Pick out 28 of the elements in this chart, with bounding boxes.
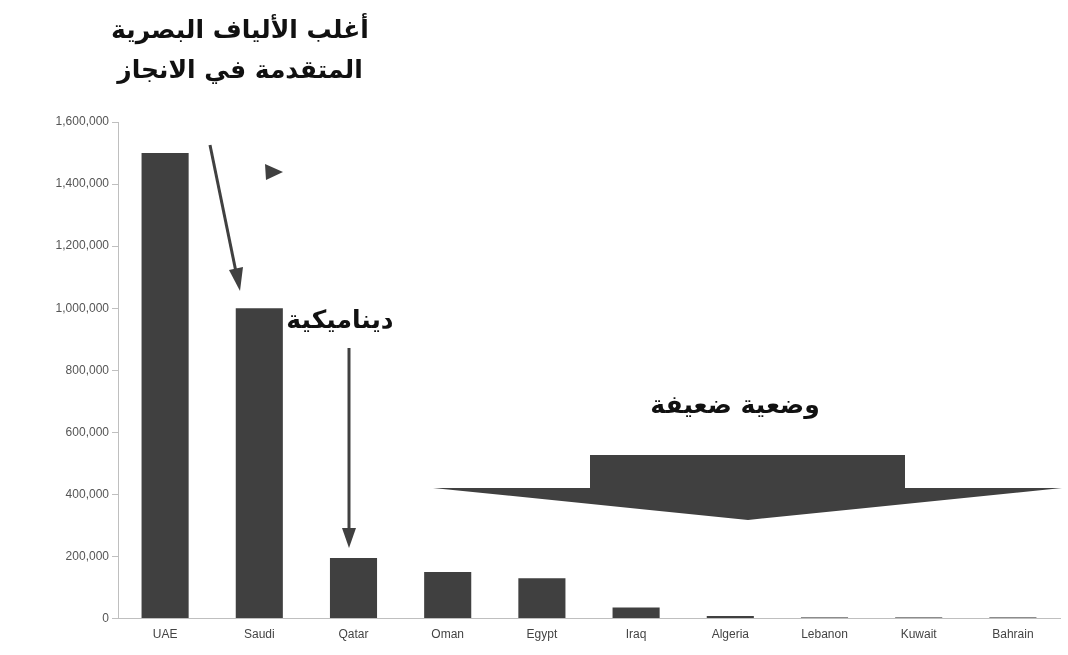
- x-tick-label: Bahrain: [992, 627, 1034, 642]
- x-tick-label: Oman: [431, 627, 465, 642]
- x-tick-label: Algeria: [711, 627, 750, 642]
- text: أغلب الألياف البصرية المتقدمة في الانجاز: [110, 12, 370, 86]
- bar: [329, 558, 378, 619]
- x-tick-label: Lebanon: [801, 627, 848, 642]
- x-tick-label: Kuwait: [900, 627, 938, 642]
- y-tick-label: 1,600,000: [55, 114, 110, 129]
- y-tick-label: 0: [102, 610, 110, 625]
- x-tick-label: Saudi: [243, 627, 275, 642]
- bar: [424, 572, 472, 619]
- bar: [141, 153, 189, 619]
- y-tick-label: 1,000,000: [55, 300, 110, 315]
- x-tick-label: Egypt: [526, 627, 558, 642]
- annotation: وضعية ضعيفة: [649, 389, 821, 421]
- x-tick-label: Qatar: [338, 627, 369, 642]
- y-tick-label: 400,000: [65, 486, 110, 501]
- y-tick-label: 600,000: [65, 424, 110, 439]
- y-tick-label: 800,000: [65, 362, 110, 377]
- x-tick-label: UAE: [152, 627, 178, 642]
- bar: [612, 607, 660, 619]
- bar: [235, 308, 283, 619]
- bar: [518, 578, 566, 619]
- y-tick-label: 200,000: [65, 548, 110, 563]
- x-tick-label: Iraq: [625, 627, 647, 642]
- y-tick-label: 1,200,000: [55, 238, 110, 253]
- y-tick-label: 1,400,000: [55, 176, 110, 191]
- annotation: ديناميكية: [285, 304, 395, 336]
